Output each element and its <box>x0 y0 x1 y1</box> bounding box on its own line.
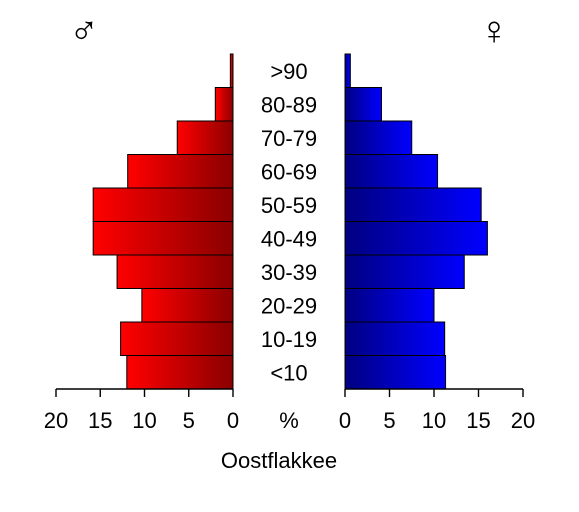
male-tick-label-1: 15 <box>88 408 112 433</box>
male-symbol: ♂ <box>69 9 99 53</box>
age-group-label-1: 10-19 <box>261 327 317 352</box>
female-bar-6 <box>344 154 439 189</box>
male-bar-0 <box>126 355 234 390</box>
female-bar-1 <box>344 321 446 356</box>
age-group-label-6: 60-69 <box>261 159 317 184</box>
male-bar-7 <box>176 120 234 155</box>
age-group-label-0: <10 <box>270 360 307 385</box>
age-group-label-5: 50-59 <box>261 193 317 218</box>
male-bar-9 <box>229 53 234 88</box>
age-group-label-4: 40-49 <box>261 226 317 251</box>
female-symbol: ♀ <box>479 9 509 53</box>
male-bar-2 <box>141 288 234 323</box>
male-bar-3 <box>116 254 234 289</box>
age-group-label-7: 70-79 <box>261 126 317 151</box>
female-x-axis: 0 5 10 15 20 <box>339 388 535 433</box>
male-tick-label-3: 5 <box>183 408 195 433</box>
unit-label: % <box>279 408 299 433</box>
male-bar-1 <box>120 321 234 356</box>
female-bar-3 <box>344 254 465 289</box>
female-bars <box>344 53 488 390</box>
age-group-label-9: >90 <box>270 59 307 84</box>
female-tick-label-0: 0 <box>339 408 351 433</box>
age-group-label-8: 80-89 <box>261 92 317 117</box>
female-bar-0 <box>344 355 447 390</box>
female-bar-9 <box>344 53 351 88</box>
female-bar-2 <box>344 288 435 323</box>
age-group-label-2: 20-29 <box>261 293 317 318</box>
chart-title: Oostflakkee <box>221 448 337 473</box>
male-bar-8 <box>214 87 234 122</box>
female-bar-8 <box>344 87 382 122</box>
female-tick-label-4: 20 <box>511 408 535 433</box>
female-bar-4 <box>344 221 488 256</box>
female-bar-7 <box>344 120 413 155</box>
male-bar-6 <box>127 154 234 189</box>
male-tick-label-2: 10 <box>132 408 156 433</box>
male-tick-label-0: 20 <box>44 408 68 433</box>
male-bar-4 <box>92 221 234 256</box>
age-group-label-3: 30-39 <box>261 260 317 285</box>
female-bar-5 <box>344 187 482 222</box>
age-group-labels: <10 10-19 20-29 30-39 40-49 50-59 60-69 70-79 80… <box>261 59 317 386</box>
male-tick-label-4: 0 <box>227 408 239 433</box>
male-bars <box>92 53 234 390</box>
female-tick-label-2: 10 <box>422 408 446 433</box>
male-x-axis: 20 15 10 5 0 <box>44 388 239 433</box>
female-tick-label-3: 15 <box>466 408 490 433</box>
female-tick-label-1: 5 <box>383 408 395 433</box>
male-bar-5 <box>92 187 234 222</box>
